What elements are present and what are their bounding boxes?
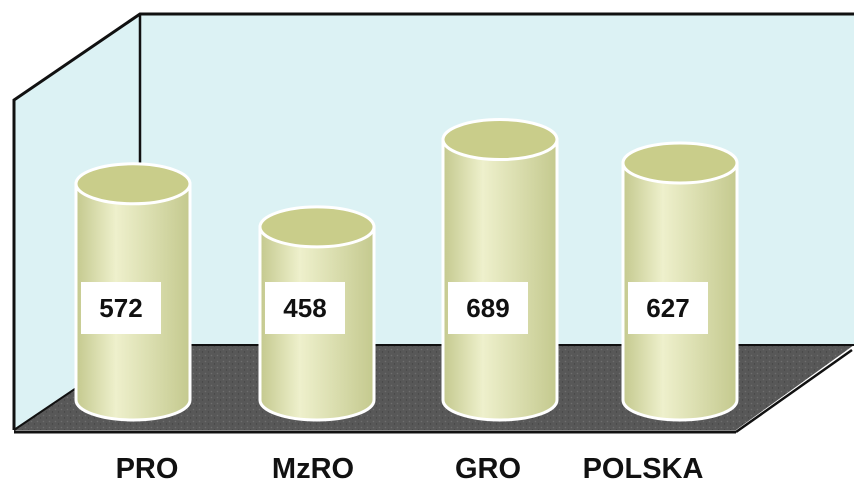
cylinder-top: [74, 162, 192, 206]
value-label: 572: [99, 293, 142, 323]
category-label: POLSKA: [583, 453, 704, 485]
bar-mzro: 458: [258, 205, 376, 422]
value-label-box: [265, 282, 345, 334]
category-label: PRO: [116, 453, 179, 485]
value-label-box: [628, 282, 708, 334]
category-label: GRO: [455, 453, 521, 485]
value-label: 689: [466, 293, 509, 323]
category-labels: PRO MzRO GRO POLSKA: [116, 453, 704, 485]
value-label: 627: [646, 293, 689, 323]
cylinder-top: [441, 118, 559, 162]
bars: 572 458 689 627: [74, 118, 739, 422]
category-label: MzRO: [272, 453, 354, 485]
value-label-box: [81, 282, 161, 334]
bar-gro: 689: [441, 118, 559, 422]
cylinder-top: [621, 141, 739, 185]
floor-right-line: [735, 348, 853, 434]
value-label-box: [448, 282, 528, 334]
cylinder-body: [441, 138, 559, 422]
frame-outline: [12, 12, 854, 430]
bar-pro: 572: [74, 162, 192, 422]
value-label: 458: [283, 293, 326, 323]
cylinder-top: [258, 205, 376, 249]
bar-polska: 627: [621, 141, 739, 422]
